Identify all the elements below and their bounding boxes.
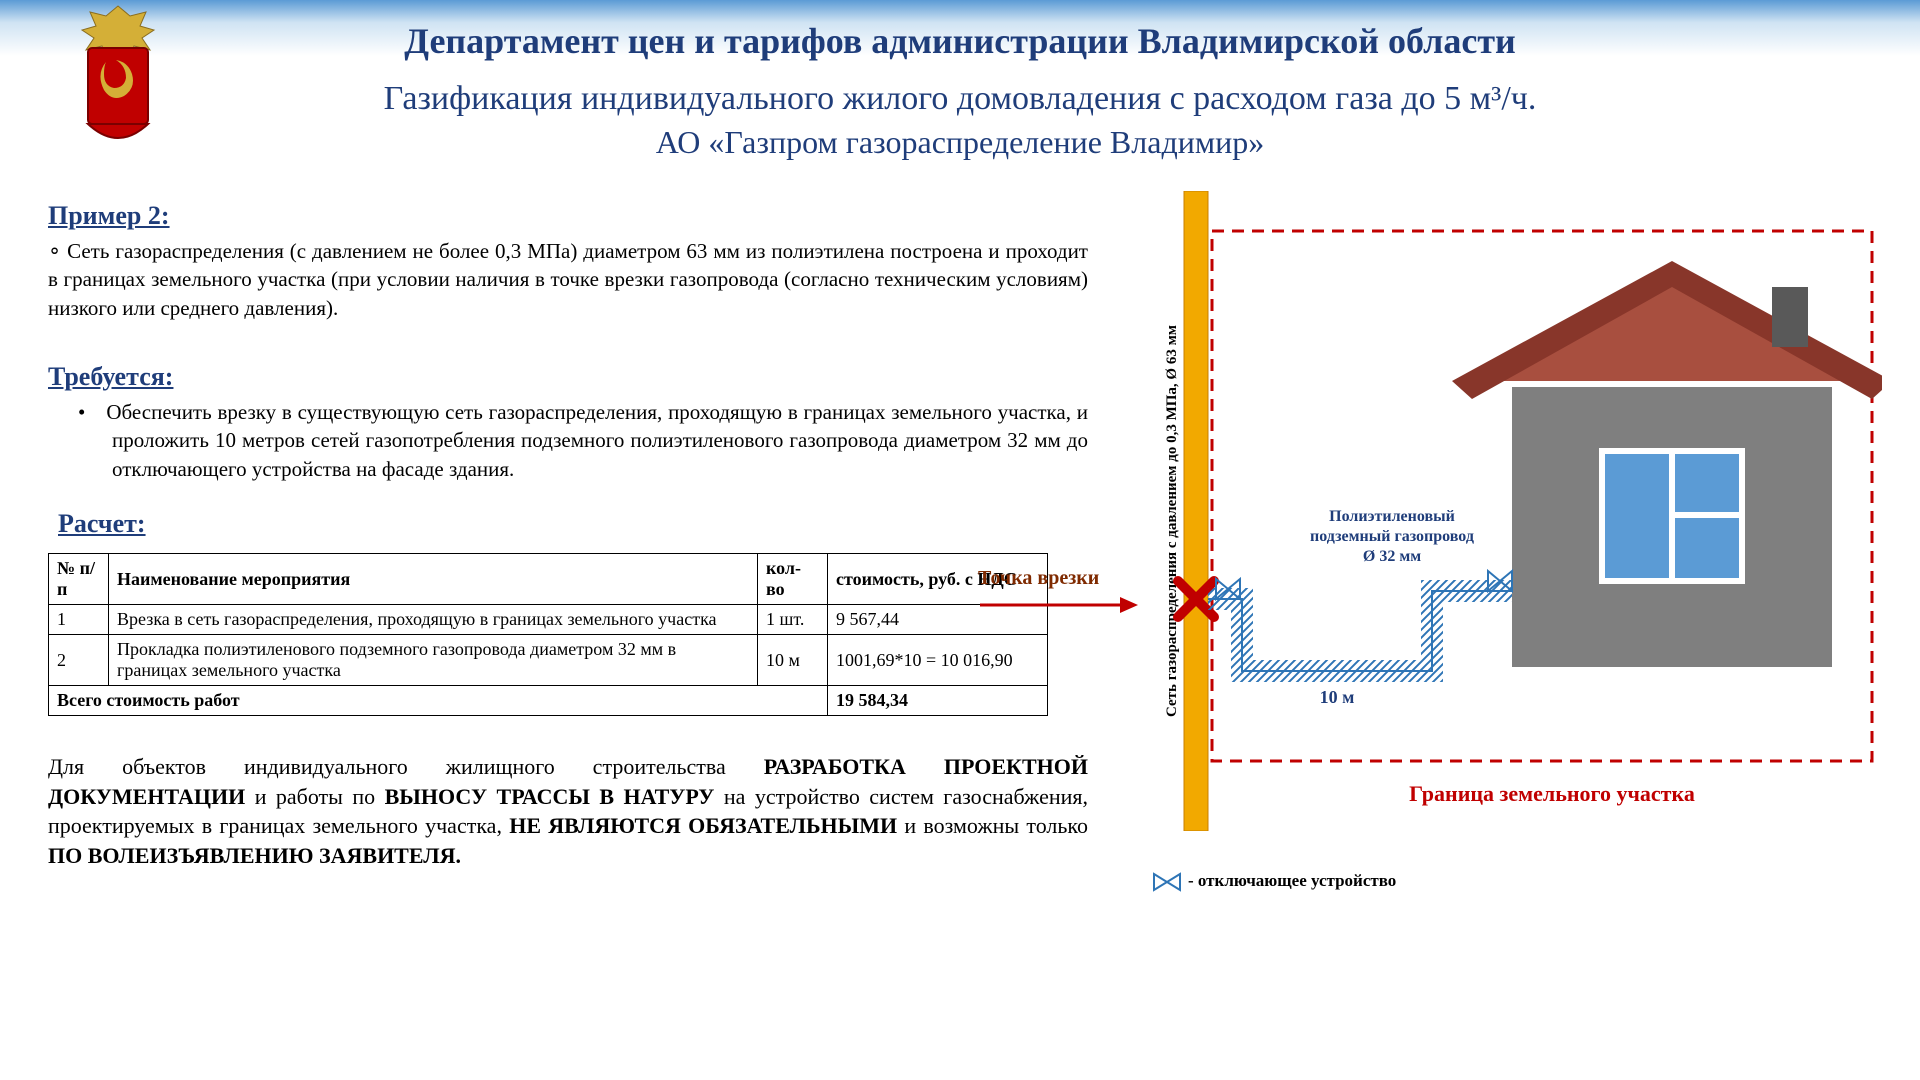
arrow-icon	[980, 593, 1140, 617]
coat-of-arms-icon	[58, 2, 178, 152]
required-heading: Требуется:	[48, 362, 1088, 392]
table-row: 2 Прокладка полиэтиленового подземного г…	[49, 635, 1048, 686]
valve-icon	[1152, 872, 1182, 892]
tap-point-label: Точка врезки	[978, 567, 1099, 590]
td-name: Прокладка полиэтиленового подземного газ…	[109, 635, 758, 686]
calc-heading: Расчет:	[48, 509, 1088, 539]
subtitle-1: Газификация индивидуального жилого домов…	[40, 80, 1880, 118]
footnote: Для объектов индивидуального жилищного с…	[48, 752, 1088, 871]
main-pipe-label: Сеть газораспределения с давлением до 0,…	[1164, 325, 1180, 717]
total-label: Всего стоимость работ	[49, 686, 828, 716]
example-text: ∘ Сеть газораспределения (с давлением не…	[48, 237, 1088, 322]
fn-g: и возможны только	[897, 813, 1088, 838]
sub-pipe-label-1: Полиэтиленовый	[1329, 508, 1455, 525]
example-heading: Пример 2:	[48, 201, 1088, 231]
fn-f: НЕ ЯВЛЯЮТСЯ ОБЯЗАТЕЛЬНЫМИ	[509, 813, 897, 838]
pipe-length-label: 10 м	[1320, 687, 1355, 707]
th-num: № п/п	[49, 554, 109, 605]
subtitle-2: АО «Газпром газораспределение Владимир»	[40, 124, 1880, 161]
table-total-row: Всего стоимость работ 19 584,34	[49, 686, 1048, 716]
sub-pipe-label-2: подземный газопровод	[1310, 528, 1474, 545]
department-title: Департамент цен и тарифов администрации …	[40, 20, 1880, 62]
table-row: 1 Врезка в сеть газораспределения, прохо…	[49, 605, 1048, 635]
fn-h: ПО ВОЛЕИЗЪЯВЛЕНИЮ ЗАЯВИТЕЛЯ.	[48, 843, 461, 868]
td-qty: 1 шт.	[758, 605, 828, 635]
table-header-row: № п/п Наименование мероприятия кол-во ст…	[49, 554, 1048, 605]
td-num: 1	[49, 605, 109, 635]
fn-c: и работы по	[245, 784, 384, 809]
th-qty: кол-во	[758, 554, 828, 605]
fn-d: ВЫНОСУ ТРАССЫ В НАТУРУ	[385, 784, 715, 809]
boundary-label: Граница земельного участка	[1409, 781, 1695, 806]
gas-diagram: Сеть газораспределения с давлением до 0,…	[1132, 191, 1882, 831]
total-value: 19 584,34	[828, 686, 1048, 716]
td-num: 2	[49, 635, 109, 686]
td-name: Врезка в сеть газораспределения, проходя…	[109, 605, 758, 635]
td-qty: 10 м	[758, 635, 828, 686]
td-cost: 1001,69*10 = 10 016,90	[828, 635, 1048, 686]
th-name: Наименование мероприятия	[109, 554, 758, 605]
legend-text: - отключающее устройство	[1188, 871, 1396, 890]
legend: - отключающее устройство	[1152, 871, 1396, 892]
calculation-table: № п/п Наименование мероприятия кол-во ст…	[48, 553, 1048, 716]
sub-pipe-label-3: Ø 32 мм	[1363, 548, 1421, 565]
fn-a: Для объектов индивидуального жилищного с…	[48, 754, 764, 779]
required-text: • Обеспечить врезку в существующую сеть …	[48, 398, 1088, 483]
